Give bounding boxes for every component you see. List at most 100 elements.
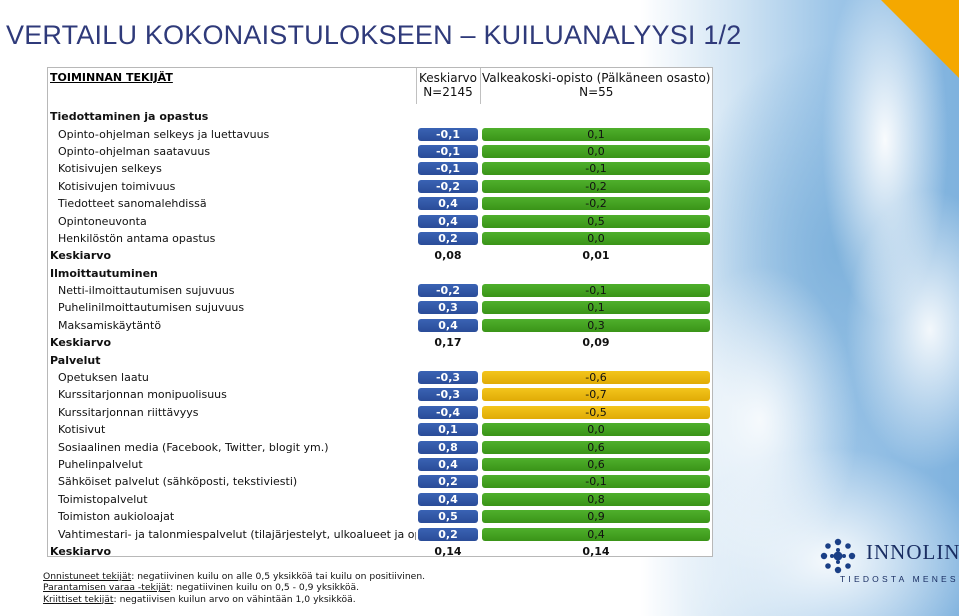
institute-gap-cell: 0,1 — [480, 125, 712, 142]
institute-gap-cell: 0,0 — [480, 230, 712, 247]
institute-gap-cell: -0,1 — [480, 282, 712, 299]
institute-gap-cell: 0,3 — [480, 317, 712, 334]
institute-gap-bar: -0,6 — [482, 371, 710, 385]
factor-label: Toimistopalvelut — [58, 492, 148, 506]
institute-gap-cell: -0,7 — [480, 386, 712, 403]
section-title: Palvelut — [50, 353, 101, 367]
factor-label: Sosiaalinen media (Facebook, Twitter, bl… — [58, 440, 329, 454]
institute-gap-bar: -0,7 — [482, 388, 710, 402]
institute-gap-bar: 0,0 — [482, 144, 710, 158]
average-gap-bar: 0,4 — [418, 458, 478, 471]
average-gap-cell: 0,2 — [416, 525, 480, 542]
table-row: Kotisivut 0,1 0,0 — [48, 421, 712, 438]
section-title-row: Ilmoittautuminen — [48, 265, 712, 282]
legend-line: Parantamisen varaa -tekijät: negatiivine… — [43, 582, 359, 594]
gap-analysis-table-panel: TOIMINNAN TEKIJÄT Keskiarvo N=2145 Valke… — [47, 67, 713, 560]
factor-label: Henkilöstön antama opastus — [58, 231, 216, 245]
table-row: Tiedotteet sanomalehdissä 0,4 -0,2 — [48, 195, 712, 212]
institute-gap-bar: -0,1 — [482, 162, 710, 176]
average-gap-bar: 0,4 — [418, 214, 478, 228]
average-gap-cell: -0,3 — [416, 369, 480, 386]
institute-gap-cell: 0,0 — [480, 421, 712, 438]
average-gap-cell: 0,4 — [416, 317, 480, 334]
gap-analysis-table: TOIMINNAN TEKIJÄT Keskiarvo N=2145 Valke… — [48, 68, 712, 560]
average-gap-bar: -0,1 — [418, 162, 478, 176]
average-gap-bar: 0,4 — [418, 197, 478, 211]
table-row: Sosiaalinen media (Facebook, Twitter, bl… — [48, 438, 712, 455]
institute-gap-cell: 0,6 — [480, 438, 712, 455]
average-gap-cell: -0,2 — [416, 178, 480, 195]
institute-gap-cell: 0,6 — [480, 456, 712, 473]
institute-gap-bar: 0,1 — [482, 127, 710, 141]
average-gap-bar: 0,5 — [418, 510, 478, 524]
factor-label: Vahtimestari- ja talonmiespalvelut (tila… — [58, 527, 416, 541]
institute-gap-bar: 0,6 — [482, 458, 710, 471]
institute-gap-cell: 0,4 — [480, 525, 712, 542]
factor-label: Puhelinilmoittautumisen sujuvuus — [58, 301, 245, 315]
header-institute: Valkeakoski-opisto (Pälkäneen osasto) N=… — [479, 68, 712, 104]
header-factors: TOIMINNAN TEKIJÄT — [50, 71, 173, 84]
average-gap-cell: 0,5 — [416, 508, 480, 525]
average-gap-cell: -0,3 — [416, 386, 480, 403]
logo-star-icon — [820, 538, 856, 574]
table-row: Puhelinilmoittautumisen sujuvuus 0,3 0,1 — [48, 299, 712, 316]
average-label: Keskiarvo — [50, 336, 111, 350]
institute-gap-bar: 0,8 — [482, 492, 710, 506]
average-gap-cell: -0,4 — [416, 404, 480, 421]
factor-label: Opetuksen laatu — [58, 371, 149, 385]
institute-gap-cell: 0,5 — [480, 212, 712, 229]
header-average: Keskiarvo N=2145 — [415, 68, 480, 104]
table-row: Opinto-ohjelman selkeys ja luettavuus -0,… — [48, 125, 712, 142]
average-gap-cell: 0,4 — [416, 491, 480, 508]
average-value-institute: 0,14 — [582, 544, 610, 558]
average-gap-bar: 0,2 — [418, 527, 478, 541]
average-row: Keskiarvo 0,17 0,09 — [48, 334, 712, 351]
average-label: Keskiarvo — [50, 544, 111, 558]
table-row: Toimistopalvelut 0,4 0,8 — [48, 491, 712, 508]
average-gap-bar: -0,1 — [418, 127, 478, 141]
factor-label: Opinto-ohjelman saatavuus — [58, 144, 211, 158]
institute-gap-cell: 0,0 — [480, 143, 712, 160]
table-header-row: TOIMINNAN TEKIJÄT Keskiarvo N=2145 Valke… — [48, 68, 712, 104]
factor-label: Kurssitarjonnan riittävyys — [58, 405, 199, 419]
institute-gap-bar: 0,3 — [482, 318, 710, 332]
legend-notes: Onnistuneet tekijät: negatiivinen kuilu … — [43, 571, 425, 605]
factor-label: Maksamiskäytäntö — [58, 318, 162, 332]
average-gap-cell: 0,4 — [416, 456, 480, 473]
average-gap-cell: -0,1 — [416, 125, 480, 142]
section-title-row: Palvelut — [48, 351, 712, 368]
average-gap-bar: 0,2 — [418, 475, 478, 489]
table-row: Maksamiskäytäntö 0,4 0,3 — [48, 317, 712, 334]
institute-gap-bar: -0,5 — [482, 405, 710, 419]
average-value-institute: 0,01 — [582, 249, 610, 263]
average-gap-bar: 0,4 — [418, 492, 478, 506]
average-gap-cell: 0,4 — [416, 195, 480, 212]
institute-gap-bar: -0,2 — [482, 197, 710, 211]
table-row: Sähköiset palvelut (sähköposti, tekstivi… — [48, 473, 712, 490]
average-gap-bar: 0,4 — [418, 318, 478, 332]
factor-label: Netti-ilmoittautumisen sujuvuus — [58, 284, 235, 298]
average-gap-bar: -0,4 — [418, 405, 478, 419]
table-row: Kurssitarjonnan riittävyys -0,4 -0,5 — [48, 404, 712, 421]
average-gap-bar: -0,1 — [418, 144, 478, 158]
average-gap-bar: -0,2 — [418, 179, 478, 193]
average-gap-cell: -0,1 — [416, 160, 480, 177]
institute-gap-cell: 0,1 — [480, 299, 712, 316]
section-title: Ilmoittautuminen — [50, 266, 158, 280]
average-value-total: 0,08 — [434, 249, 462, 263]
average-label: Keskiarvo — [50, 249, 111, 263]
average-gap-bar: 0,2 — [418, 231, 478, 245]
factor-label: Kotisivujen selkeys — [58, 162, 162, 176]
table-row: Opinto-ohjelman saatavuus -0,1 0,0 — [48, 143, 712, 160]
average-gap-bar: -0,3 — [418, 371, 478, 385]
table-row: Kurssitarjonnan monipuolisuus -0,3 -0,7 — [48, 386, 712, 403]
institute-gap-bar: 0,6 — [482, 440, 710, 454]
factor-label: Toimiston aukioloajat — [58, 510, 175, 524]
factor-label: Kotisivut — [58, 423, 106, 437]
factor-label: Kotisivujen toimivuus — [58, 179, 176, 193]
institute-gap-bar: 0,0 — [482, 423, 710, 437]
institute-gap-bar: 0,0 — [482, 231, 710, 245]
average-gap-bar: -0,2 — [418, 284, 478, 298]
legend-line: Kriittiset tekijät: negatiivisen kuilun … — [43, 593, 356, 605]
average-gap-bar: -0,3 — [418, 388, 478, 402]
